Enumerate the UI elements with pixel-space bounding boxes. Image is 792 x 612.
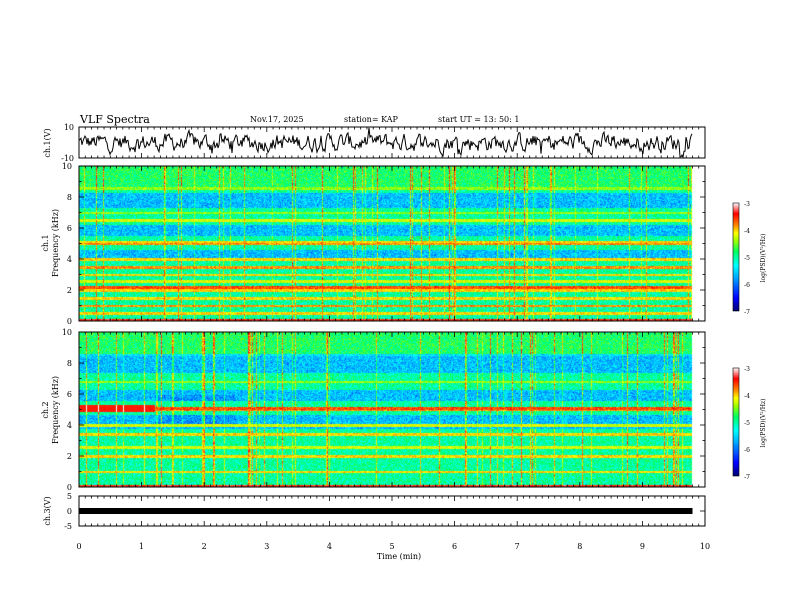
ch1-cb-tick-m7: -7 [744,309,750,316]
ch2-spectrogram-ticks [78,331,706,488]
ch2-colorbar-label: log(PSD)(V²/Hz) [760,399,767,448]
ch1-freq-tick-2: 2 [67,286,72,295]
time-tick-7: 7 [515,542,520,551]
ch2-freq-tick-4: 4 [67,421,72,430]
ch2-cb-tick-m7: -7 [744,474,750,481]
ch1-channel-label: ch.1 [41,234,50,251]
time-tick-8: 8 [577,542,582,551]
ch3-ytick-mid: 0 [67,507,72,516]
station-label: station= KAP [344,115,399,124]
ch1-spectrogram-image [79,166,705,321]
ch1-freq-tick-0: 0 [67,317,72,326]
ch1-ytick-bottom: -10 [61,154,74,163]
figure-title: VLF Spectra [79,113,150,126]
ch2-frequency-label: Frequency (kHz) [51,376,60,444]
ch3-ytick-top: 5 [67,492,72,501]
ch1-frequency-label: Frequency (kHz) [51,209,60,277]
ch3-waveform-ticks [78,495,706,527]
ch3-waveform-ylabel: ch.3(V) [43,496,52,525]
ch2-spectrogram-image [79,332,705,487]
ch2-cb-tick-m5: -5 [744,420,750,427]
ch2-freq-tick-10: 10 [62,328,72,337]
time-tick-10: 10 [700,542,710,551]
date-label: Nov.17, 2025 [250,115,304,124]
ch2-colorbar [732,367,740,477]
time-tick-9: 9 [640,542,645,551]
time-tick-5: 5 [389,542,394,551]
ch2-spectrogram-panel: 0 2 4 6 8 10 ch.2 Frequency (kHz) -3 -4 … [41,328,767,492]
time-tick-1: 1 [139,542,144,551]
ch3-ytick-bottom: -5 [64,522,72,531]
ch1-cb-tick-m3: -3 [744,201,750,208]
ch1-cb-tick-m5: -5 [744,255,750,262]
time-tick-2: 2 [202,542,207,551]
ch1-freq-tick-6: 6 [67,224,72,233]
ch1-waveform-ylabel: ch.1(V) [43,128,52,157]
time-tick-3: 3 [264,542,269,551]
ch1-cb-tick-m6: -6 [744,282,750,289]
ch1-freq-tick-4: 4 [67,255,72,264]
time-tick-6: 6 [452,542,457,551]
ch2-freq-tick-6: 6 [67,390,72,399]
ch2-freq-tick-2: 2 [67,452,72,461]
ch1-ytick-top: 10 [64,123,74,132]
ch2-cb-tick-m6: -6 [744,447,750,454]
ch1-colorbar-label: log(PSD)(V²/Hz) [760,234,767,283]
ch1-colorbar [732,202,740,312]
ch3-waveform-panel: 5 0 -5 ch.3(V) 0 1 2 3 4 5 6 7 8 9 10 Ti… [43,492,710,561]
time-tick-0: 0 [76,542,81,551]
ch1-cb-tick-m4: -4 [744,228,750,235]
ch2-cb-tick-m4: -4 [744,393,750,400]
ch2-cb-tick-m3: -3 [744,366,750,373]
time-axis-label: Time (min) [377,552,421,561]
ch1-freq-tick-10: 10 [62,162,72,171]
ch3-waveform-trace [79,508,693,514]
ch2-channel-label: ch.2 [41,401,50,418]
ch1-waveform-trace [78,127,693,159]
ch1-waveform-xticks [78,127,706,158]
ch1-spectrogram-ticks [78,165,706,322]
ch2-freq-tick-0: 0 [67,483,72,492]
ch2-freq-tick-8: 8 [67,359,72,368]
ch1-waveform-panel: 10 -10 ch.1(V) [43,123,706,163]
ch1-freq-tick-8: 8 [67,193,72,202]
ch1-spectrogram-panel: 0 2 4 6 8 10 ch.1 Frequency (kHz) -3 -4 … [41,162,767,326]
start-time-label: start UT = 13: 50: 1 [438,115,519,124]
time-tick-4: 4 [327,542,332,551]
